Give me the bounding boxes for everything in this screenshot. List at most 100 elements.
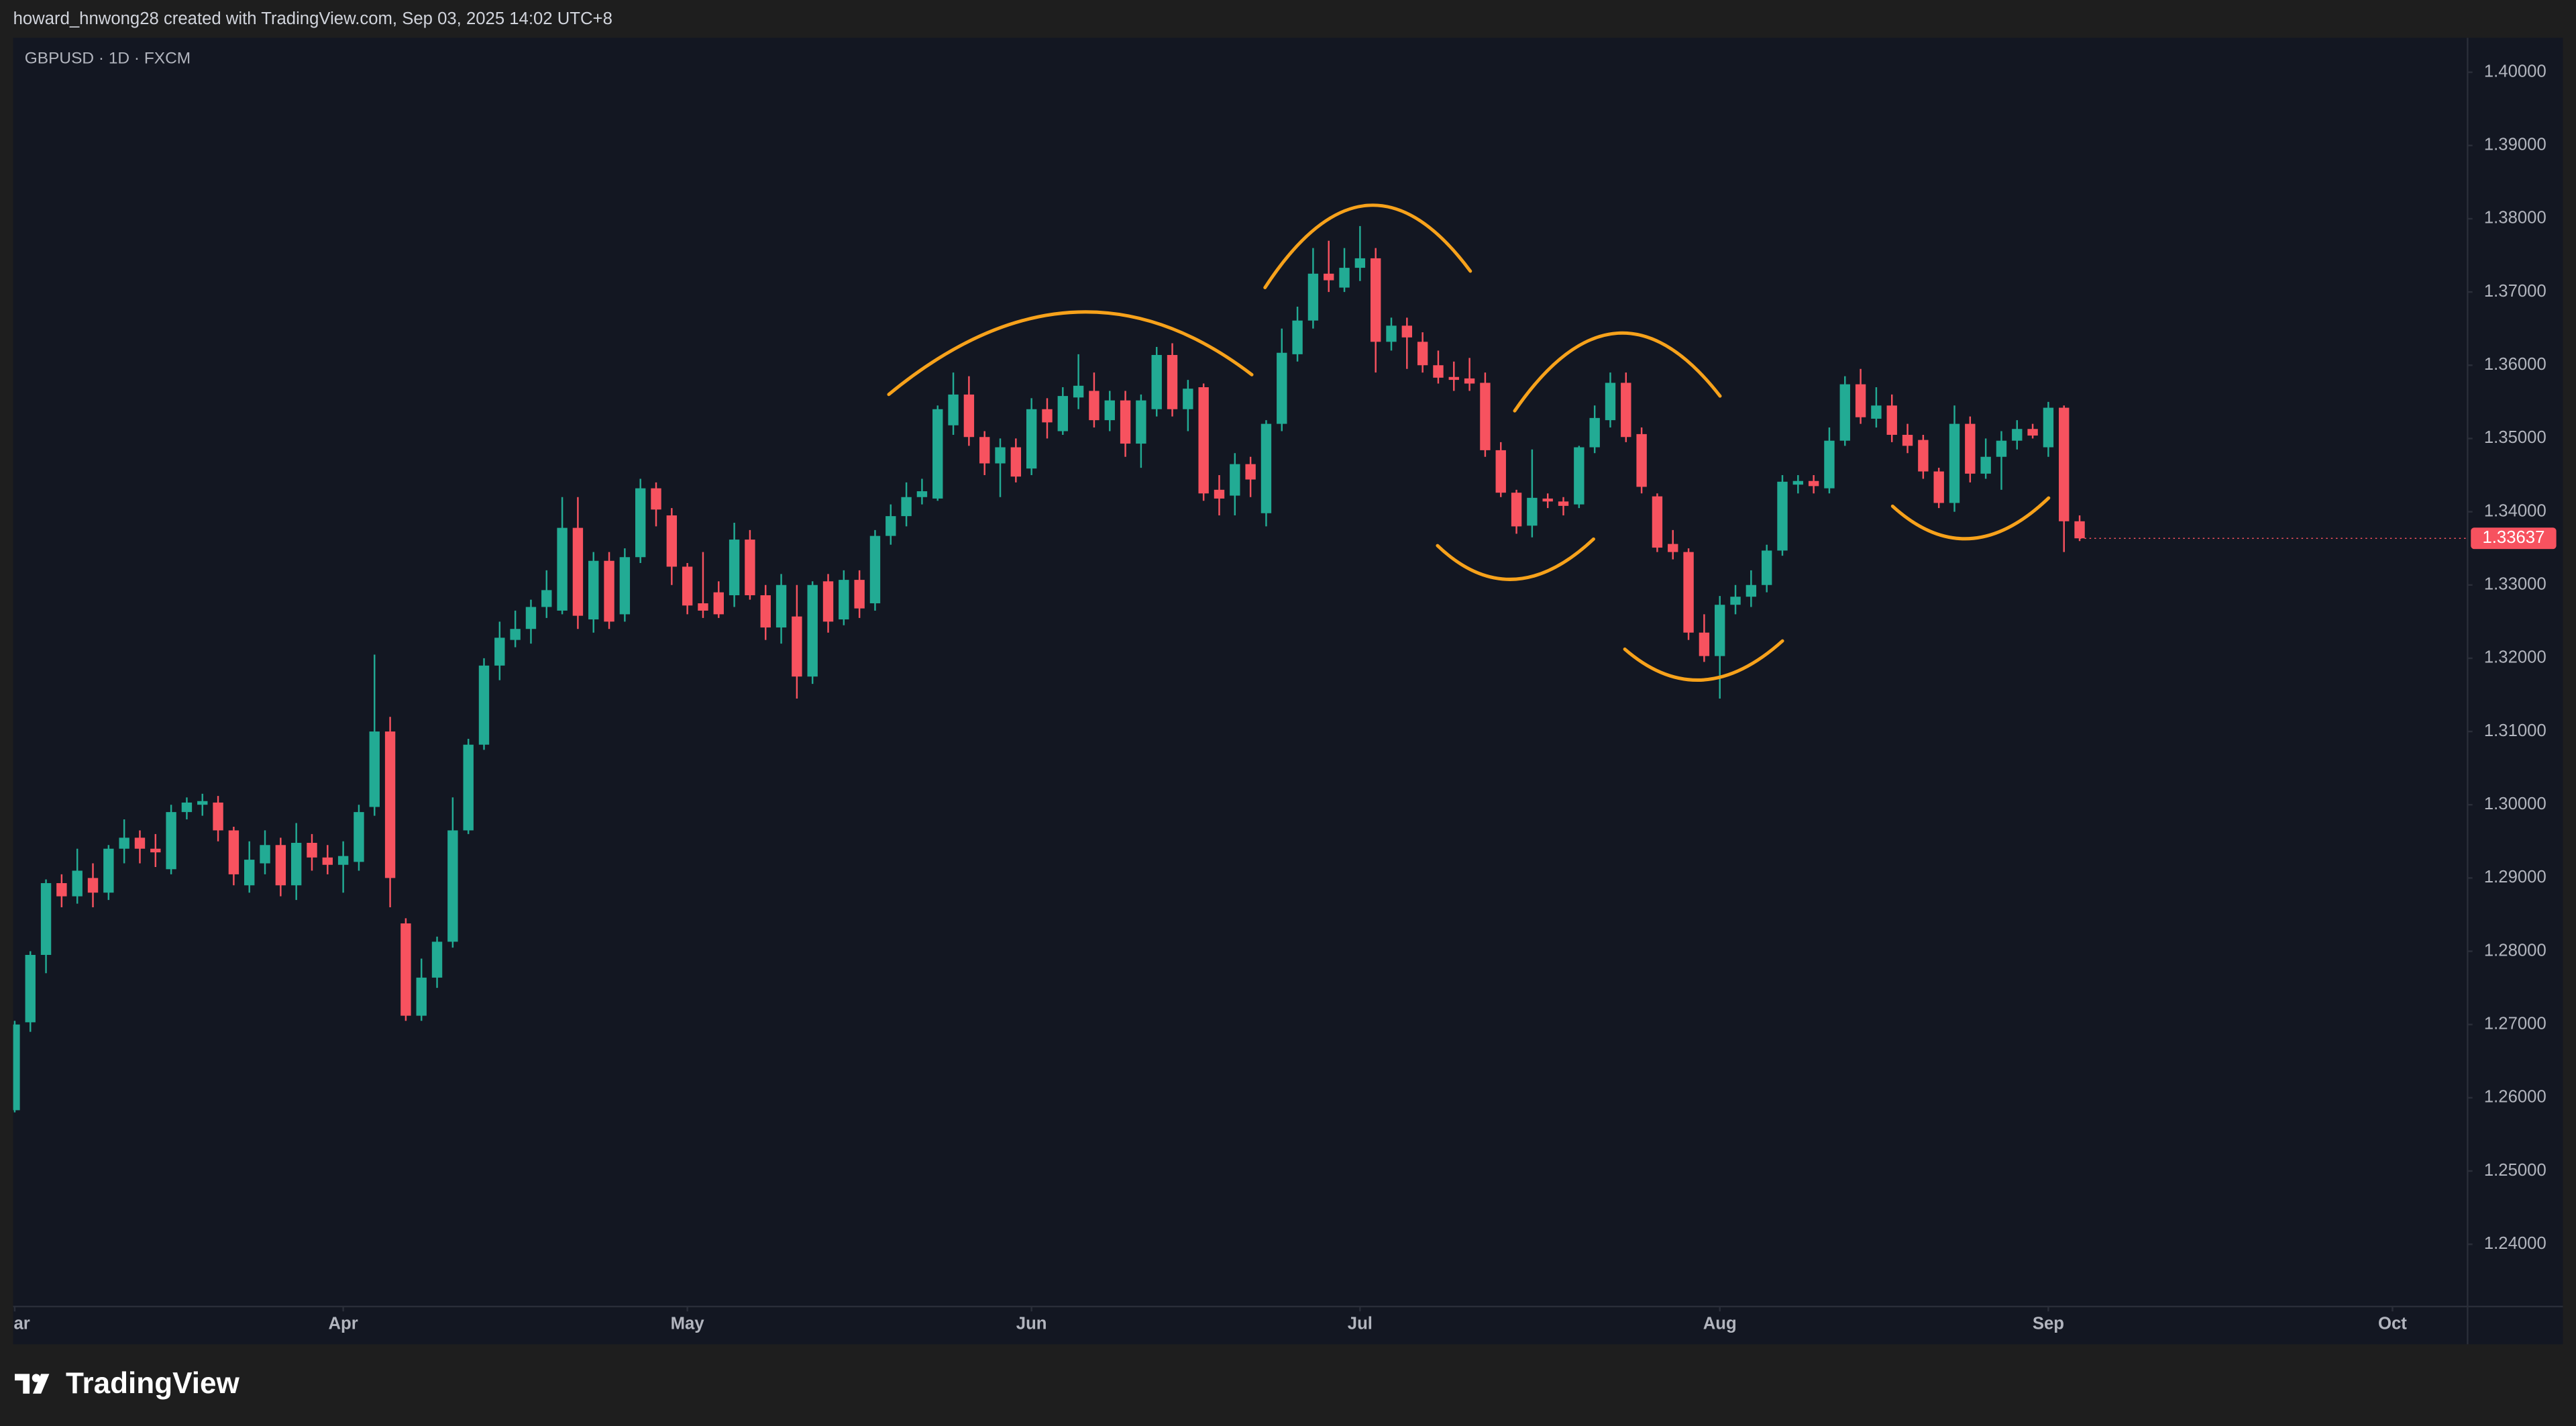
candle-body	[1683, 552, 1694, 633]
candle-body	[1730, 597, 1741, 605]
candle-body	[510, 629, 521, 640]
candle-body	[932, 409, 943, 499]
candle-body	[275, 845, 286, 886]
y-tick-label: 1.30000	[2484, 795, 2546, 813]
candle-body	[1324, 273, 1334, 281]
candle-body	[1918, 440, 1929, 472]
candle-body	[1808, 480, 1819, 487]
candle-body	[1480, 383, 1491, 450]
candle-body	[1104, 400, 1115, 421]
candle-body	[494, 638, 505, 666]
candle-body	[197, 801, 208, 805]
candle-body	[760, 595, 771, 628]
candle-body	[2043, 407, 2054, 448]
candle-body	[1464, 378, 1475, 384]
candle-body	[2059, 407, 2070, 521]
candle-body	[1777, 481, 1788, 551]
x-tick-label: May	[671, 1315, 705, 1333]
candle-body	[557, 527, 568, 611]
candle-body	[588, 560, 599, 620]
candle-body	[1511, 493, 1522, 527]
candle-body	[635, 488, 646, 558]
candle-body	[745, 540, 755, 596]
candle-body	[729, 540, 740, 596]
candle-body	[1448, 376, 1459, 380]
candle-body	[1652, 496, 1663, 548]
candle-body	[337, 856, 349, 865]
candle-body	[400, 923, 411, 1016]
chart-pane	[13, 38, 2563, 1345]
candle-body	[839, 580, 849, 620]
candle-body	[792, 616, 802, 677]
candle-body	[40, 883, 52, 955]
candle-body	[150, 848, 161, 853]
x-tick-label: Oct	[2378, 1315, 2407, 1333]
candle-body	[916, 491, 928, 497]
candle-body	[1871, 405, 1882, 419]
candle-body	[1010, 447, 1022, 477]
last-price-tag: 1.33637	[2080, 527, 2557, 550]
brand-logo: TradingView	[15, 1367, 240, 1400]
candle-body	[1073, 385, 1084, 398]
candle-body	[1277, 352, 1287, 424]
y-tick-label: 1.28000	[2484, 941, 2546, 960]
candle-body	[244, 860, 255, 886]
candle-body	[572, 527, 584, 616]
y-tick-label: 1.27000	[2484, 1014, 2546, 1033]
candle-body	[2012, 429, 2023, 441]
candle-body	[1902, 434, 1913, 446]
candle-body	[72, 870, 83, 897]
candle-body	[384, 731, 396, 878]
candle-body	[1668, 544, 1678, 552]
x-tick-label: Mar	[0, 1315, 30, 1333]
candle-body	[854, 580, 865, 609]
y-tick-label: 1.34000	[2484, 501, 2546, 520]
candle-body	[807, 584, 818, 677]
y-tick-label: 1.39000	[2484, 136, 2546, 154]
candle-body	[1136, 400, 1146, 444]
candle-body	[228, 830, 239, 874]
price-axis: 1.24000 1.25000 1.26000 1.27000 1.28000 1.290…	[2467, 62, 2546, 1253]
y-tick-label: 1.32000	[2484, 648, 2546, 667]
candle-body	[1292, 320, 1303, 354]
candle-body	[1855, 384, 1866, 417]
last-price-box	[2471, 527, 2557, 550]
candle-body	[1089, 391, 1099, 421]
candle-body	[995, 447, 1006, 464]
candle-body	[260, 845, 270, 864]
brand-name: TradingView	[66, 1367, 240, 1400]
candle-body	[1230, 464, 1240, 496]
candle-body	[619, 557, 631, 615]
candle-body	[1245, 464, 1256, 480]
candle-body	[1260, 423, 1272, 513]
candle-body	[463, 744, 474, 831]
candle-body	[1761, 550, 1772, 585]
x-tick-label: Jul	[1348, 1315, 1373, 1333]
y-tick-label: 1.33000	[2484, 575, 2546, 594]
arc-drawing	[1623, 639, 1784, 682]
y-tick-label: 1.35000	[2484, 428, 2546, 447]
logo-mark	[15, 1374, 30, 1394]
candle-body	[1980, 456, 1991, 474]
candle-body	[1042, 409, 1053, 423]
candle-body	[963, 394, 975, 438]
last-price-label: 1.33637	[2482, 528, 2544, 547]
candle-body	[1120, 400, 1131, 444]
x-tick-label: Sep	[2033, 1315, 2064, 1333]
candle-body	[1558, 501, 1569, 506]
y-tick-label: 1.40000	[2484, 62, 2546, 81]
arc-drawing	[1890, 496, 2051, 541]
candles	[13, 225, 2085, 1113]
candle-body	[869, 536, 881, 604]
candle-body	[1792, 480, 1804, 485]
candle-body	[431, 941, 443, 978]
candle-body	[1839, 384, 1850, 441]
candle-body	[1542, 498, 1553, 502]
x-tick-label: Jun	[1016, 1315, 1047, 1333]
candle-body	[682, 566, 693, 606]
candle-body	[948, 394, 959, 425]
y-tick-label: 1.37000	[2484, 282, 2546, 301]
candle-body	[1621, 383, 1631, 438]
candle-body	[1605, 383, 1616, 421]
